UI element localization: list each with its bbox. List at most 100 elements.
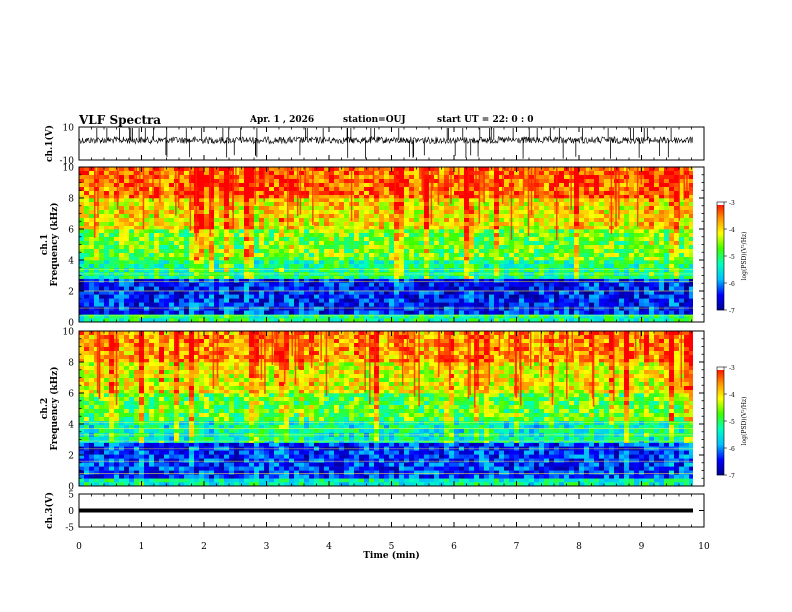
spectrogram-cell — [399, 206, 405, 211]
spectrogram-cell — [564, 198, 570, 203]
spectrogram-cell — [364, 264, 370, 269]
spectrogram-cell — [329, 210, 335, 215]
spectrogram-cell — [569, 249, 575, 254]
spectrogram-cell — [429, 302, 435, 307]
spectrogram-cell — [409, 183, 415, 188]
spectrogram-cell — [664, 210, 670, 215]
spectrogram-cell — [124, 167, 130, 172]
spectrogram-cell — [324, 222, 330, 227]
spectrogram-cell — [269, 187, 275, 192]
spectrogram-cell — [524, 229, 530, 234]
spectrogram-cell — [184, 302, 190, 307]
spectrogram-cell — [159, 214, 165, 219]
spectrogram-cell — [554, 276, 560, 279]
spectrogram-cell — [374, 233, 380, 238]
spectrogram-cell — [539, 310, 545, 315]
spectrogram-cell — [359, 253, 365, 258]
spectrogram-cell — [689, 241, 694, 246]
spectrogram-cell — [429, 241, 435, 246]
spectrogram-cell — [204, 202, 210, 207]
spectrogram-cell — [624, 229, 630, 234]
spectrogram-cell — [559, 276, 565, 279]
spectrogram-cell — [604, 179, 610, 184]
spectrogram-cell — [429, 290, 435, 295]
spectrogram-cell — [594, 171, 600, 176]
spectrogram-cell — [594, 237, 600, 242]
spectrogram-cell — [394, 314, 400, 319]
spectrogram-cell — [109, 314, 115, 319]
spectrogram-cell — [124, 257, 130, 261]
spectrogram-cell — [689, 179, 694, 184]
spectrogram-cell — [409, 198, 415, 203]
spectrogram-cell — [559, 249, 565, 254]
spectrogram-cell — [219, 260, 225, 265]
spectrogram-cell — [614, 229, 620, 234]
spectrogram-cell — [324, 202, 330, 207]
spectrogram-cell — [259, 175, 265, 180]
spectrogram-cell — [359, 206, 365, 211]
spectrogram-cell — [329, 245, 335, 250]
spectrogram-cell — [384, 179, 390, 184]
spectrogram-cell — [359, 187, 365, 192]
spectrogram-cell — [624, 198, 630, 203]
spectrogram-cell — [219, 318, 225, 323]
spectrogram-cell — [629, 187, 635, 192]
spectrogram-cell — [304, 276, 310, 279]
spectrogram-cell — [289, 175, 295, 180]
spectrogram-cell — [134, 290, 140, 295]
spectrogram-cell — [449, 290, 455, 295]
spectrogram-cell — [264, 179, 270, 184]
spectrogram-cell — [534, 306, 540, 311]
spectrogram-cell — [539, 222, 545, 227]
spectrogram-cell — [384, 290, 390, 295]
spectrogram-cell — [394, 286, 400, 291]
spectrogram-cell — [144, 222, 150, 227]
spectrogram-cell — [304, 202, 310, 207]
spectrogram-cell — [169, 290, 175, 295]
spectrogram-cell — [389, 237, 395, 242]
spectrogram-cell — [379, 314, 385, 319]
spectrogram-cell — [364, 257, 370, 261]
spectrogram-cell — [579, 167, 585, 172]
spectrogram-cell — [389, 229, 395, 234]
spectrogram-cell — [594, 229, 600, 234]
spectrogram-cell — [104, 268, 110, 273]
spectrogram-cell — [654, 222, 660, 227]
spectrogram-cell — [459, 290, 465, 295]
spectrogram-cell — [209, 253, 215, 258]
spectrogram-cell — [124, 253, 130, 258]
spectrogram-cell — [484, 314, 490, 319]
spectrogram-cell — [644, 210, 650, 215]
spectrogram-cell — [189, 282, 195, 287]
spectrogram-cell — [629, 233, 635, 238]
spectrogram-cell — [309, 233, 315, 238]
spectrogram-cell — [174, 249, 180, 254]
spectrogram-cell — [249, 171, 255, 176]
spectrogram-cell — [649, 191, 655, 196]
spectrogram-cell — [334, 276, 340, 279]
spectrogram-cell — [254, 222, 260, 227]
spectrogram-cell — [184, 210, 190, 215]
spectrogram-cell — [304, 249, 310, 254]
spectrogram-cell — [94, 260, 100, 265]
spectrogram-cell — [394, 241, 400, 246]
spectrogram-cell — [79, 237, 85, 242]
spectrogram-cell — [449, 229, 455, 234]
spectrogram-cell — [609, 245, 615, 250]
spectrogram-cell — [109, 278, 115, 283]
spectrogram-cell — [514, 264, 520, 269]
spectrogram-cell — [424, 171, 430, 176]
spectrogram-cell — [589, 314, 595, 319]
spectrogram-cell — [634, 298, 640, 303]
spectrogram-cell — [324, 210, 330, 215]
spectrogram-cell — [434, 167, 440, 172]
spectrogram-cell — [399, 278, 405, 283]
spectrogram-cell — [529, 290, 535, 295]
spectrogram-cell — [579, 206, 585, 211]
spectrogram-cell — [89, 210, 95, 215]
spectrogram-cell — [84, 245, 90, 250]
spectrogram-cell — [394, 257, 400, 261]
spectrogram-cell — [384, 249, 390, 254]
spectrogram-cell — [394, 210, 400, 215]
spectrogram-cell — [474, 237, 480, 242]
